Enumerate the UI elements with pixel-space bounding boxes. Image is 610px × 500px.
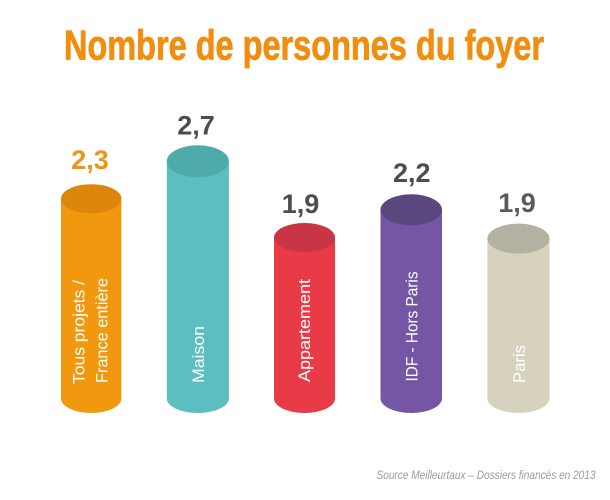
svg-text:2,2: 2,2 bbox=[393, 158, 431, 188]
svg-text:France entière: France entière bbox=[93, 278, 112, 383]
svg-text:Tous projets /: Tous projets / bbox=[70, 280, 89, 384]
svg-text:1,9: 1,9 bbox=[498, 188, 536, 218]
svg-text:Appartement: Appartement bbox=[295, 279, 314, 382]
svg-text:Nombre de personnes du foyer: Nombre de personnes du foyer bbox=[64, 22, 544, 69]
svg-text:IDF - Hors Paris: IDF - Hors Paris bbox=[403, 272, 422, 382]
svg-text:2,3: 2,3 bbox=[71, 145, 109, 175]
svg-text:2,7: 2,7 bbox=[177, 111, 215, 141]
svg-text:Maison: Maison bbox=[189, 326, 208, 383]
svg-text:Paris: Paris bbox=[510, 345, 529, 383]
svg-text:Source Meilleurtaux – Dossiers: Source Meilleurtaux – Dossiers financés … bbox=[377, 468, 596, 482]
svg-text:1,9: 1,9 bbox=[282, 189, 320, 219]
